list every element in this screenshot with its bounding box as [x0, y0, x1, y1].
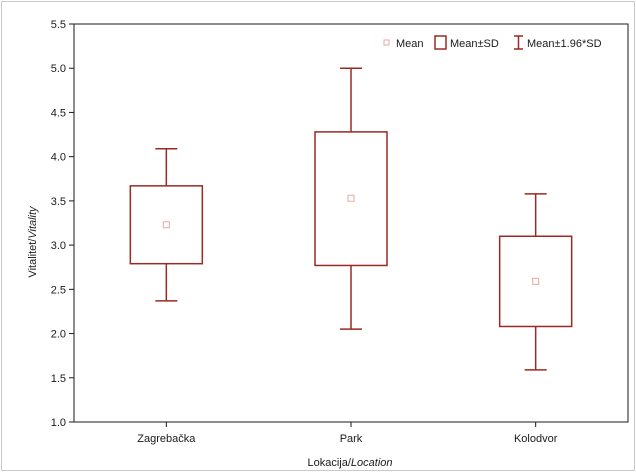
x-axis-ticks: Zagrebačka Park Kolodvor [137, 422, 558, 445]
x-axis-title: Lokacija/Location [307, 457, 392, 469]
mean-marker [532, 277, 540, 285]
y-tick-label: 2.5 [51, 284, 66, 296]
box-series [129, 67, 573, 371]
y-tick-label: 2.0 [51, 329, 66, 341]
sd-box [129, 185, 204, 265]
x-tick-label: Park [340, 433, 363, 445]
mean-marker [347, 194, 355, 202]
y-tick-label: 3.5 [51, 196, 66, 208]
y-axis-title: Vitalitet/Vitality [27, 205, 39, 278]
y-tick-label: 4.5 [51, 107, 66, 119]
x-tick-label: Zagrebačka [137, 433, 196, 445]
legend: Mean Mean±SD Mean±1.96*SD [383, 35, 602, 50]
y-axis-ticks: 1.0 1.5 2.0 2.5 3.0 3.5 4.0 4.5 5.0 5.5 [51, 19, 74, 429]
legend-sd-label: Mean±SD [450, 38, 499, 50]
y-tick-label: 5.0 [51, 63, 66, 75]
legend-sd-box [434, 35, 447, 50]
legend-ci-label: Mean±1.96*SD [527, 38, 602, 50]
sd-box [498, 235, 573, 328]
legend-mean-marker [383, 39, 390, 46]
y-tick-label: 4.0 [51, 152, 66, 164]
box-group [314, 67, 388, 330]
sd-box [314, 131, 388, 267]
x-tick-label: Kolodvor [514, 433, 558, 445]
y-tick-label: 5.5 [51, 19, 66, 31]
mean-marker [162, 221, 170, 229]
y-tick-label: 1.0 [51, 417, 66, 429]
y-tick-label: 1.5 [51, 373, 66, 385]
legend-mean-label: Mean [396, 38, 424, 50]
legend-ci-whisker [514, 35, 523, 50]
y-tick-label: 3.0 [51, 240, 66, 252]
box-group [498, 193, 573, 371]
box-group [129, 147, 204, 302]
